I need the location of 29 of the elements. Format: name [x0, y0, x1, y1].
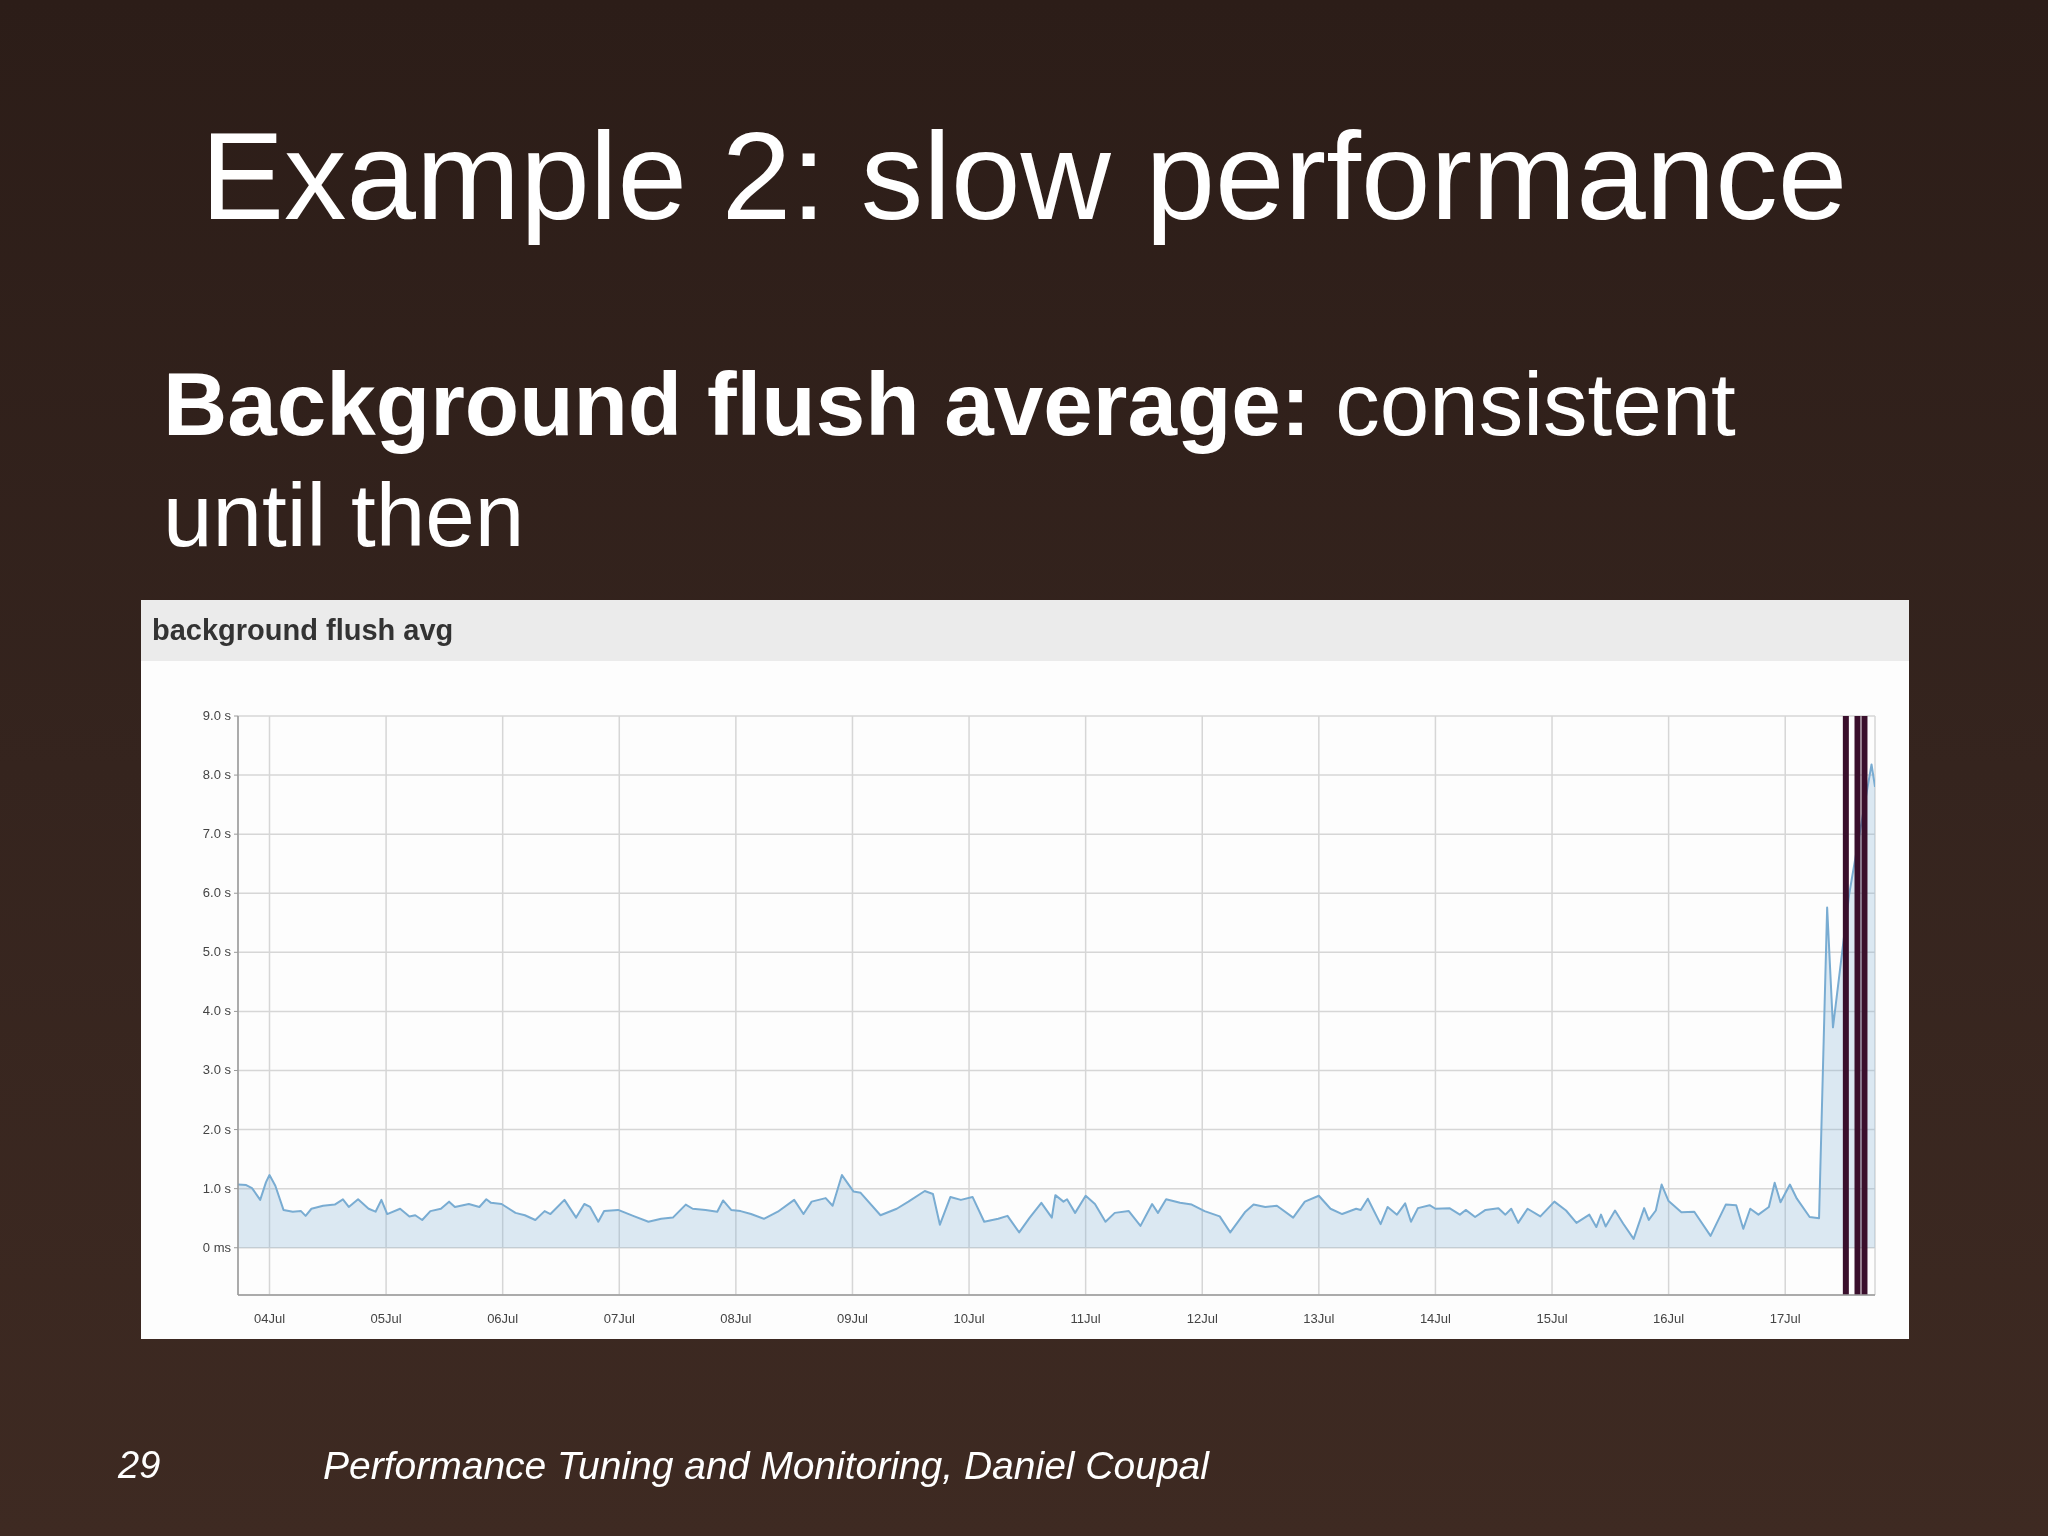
y-tick-label: 6.0 s: [202, 885, 232, 901]
y-tick-label: 1.0 s: [202, 1180, 232, 1196]
chart-title: Example 2: slow performance: [199, 106, 1849, 245]
x-tick-label: 15Jul: [1536, 1311, 1568, 1326]
x-tick-label: 14Jul: [1419, 1311, 1452, 1326]
x-tick-label: 05Jul: [370, 1311, 402, 1326]
y-tick-label: 7.0 s: [202, 826, 232, 842]
y-tick-label: 0 ms: [202, 1239, 232, 1255]
x-tick-label: 07Jul: [603, 1311, 635, 1326]
x-tick-label: 13Jul: [1303, 1311, 1335, 1326]
text: 29: [118, 1444, 161, 1486]
y-tick-label: 4.0 s: [202, 1003, 232, 1019]
text: Background flush average: consistent until then: [163, 354, 1736, 565]
y-tick-label: 5.0 s: [202, 944, 232, 960]
x-tick-label: 10Jul: [953, 1311, 985, 1326]
y-tick-label: 8.0 s: [202, 767, 232, 783]
x-tick-label: 06Jul: [487, 1311, 519, 1326]
x-tick-label: 09Jul: [836, 1311, 869, 1326]
x-tick-label: 04Jul: [253, 1311, 286, 1326]
x-tick-label: 17Jul: [1769, 1311, 1801, 1326]
text: background flush avg: [152, 613, 454, 648]
y-tick-label: 2.0 s: [202, 1121, 232, 1137]
x-tick-label: 12Jul: [1186, 1311, 1218, 1326]
y-tick-label: 9.0 s: [202, 708, 232, 723]
y-tick-label: 3.0 s: [202, 1062, 232, 1078]
text: Performance Tuning and Monitoring, Daniel Coupal: [323, 1444, 1209, 1487]
x-tick-label: 08Jul: [720, 1311, 752, 1326]
x-tick-label: 16Jul: [1653, 1311, 1685, 1326]
x-tick-label: 11Jul: [1070, 1311, 1101, 1326]
